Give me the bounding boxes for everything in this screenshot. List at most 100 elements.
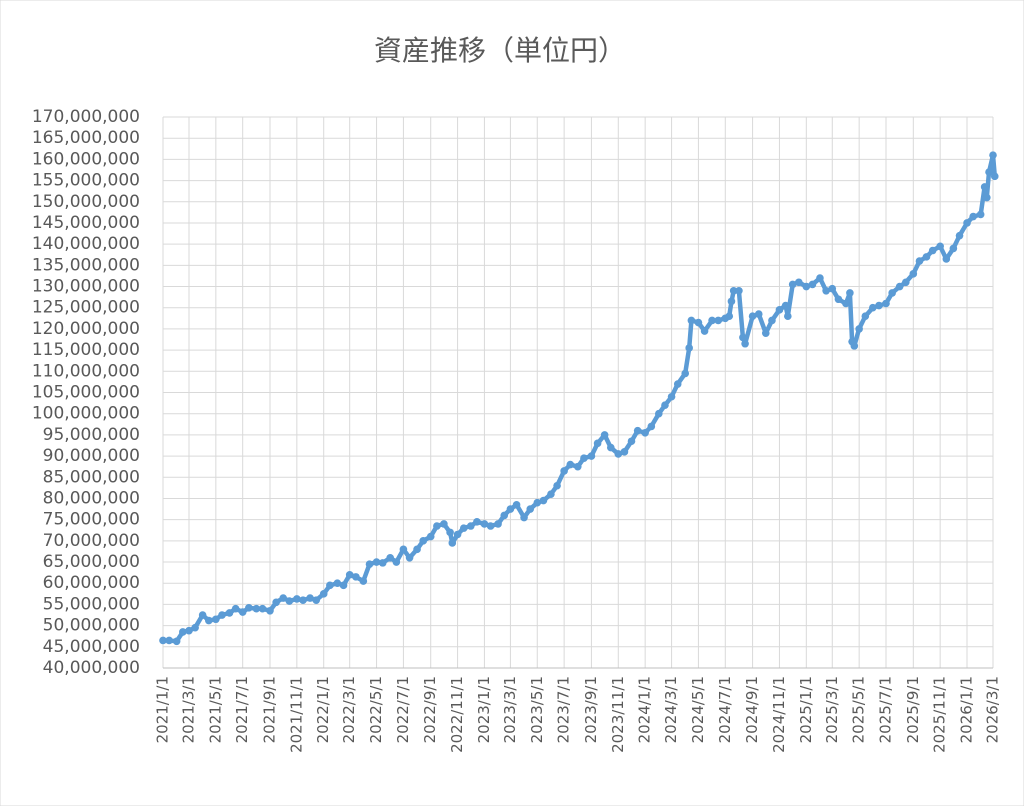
point [714,316,723,325]
x-tick-label: 2022/1/1 [314,676,332,743]
point [500,511,509,520]
point [345,570,354,579]
point [875,301,883,310]
point [560,467,568,475]
point [453,530,462,539]
point [600,431,609,439]
y-tick-label: 85,000,000 [43,467,140,487]
point [266,606,274,615]
y-tick-label: 40,000,000 [43,658,140,678]
point [238,608,247,616]
y-tick-label: 130,000,000 [32,277,140,297]
x-tick-label: 2023/1/1 [475,676,493,743]
point [172,637,181,646]
point [808,280,817,289]
point [580,454,588,462]
x-tick-label: 2025/5/1 [850,676,868,743]
point [466,522,475,530]
point [942,255,951,263]
chart-title: 資産推移（単位円） [374,34,626,67]
x-tick-label: 2025/9/1 [904,676,922,743]
x-tick-label: 2024/7/1 [716,676,734,743]
x-tick-label: 2026/3/1 [984,676,1002,743]
point [842,299,850,308]
point [506,505,515,513]
point [566,460,575,469]
point [895,282,904,291]
x-tick-label: 2024/3/1 [662,676,680,743]
point [352,573,360,581]
point [299,596,307,604]
point [735,286,743,295]
x-tick-label: 2021/7/1 [233,676,251,743]
point [607,443,615,452]
point [245,604,253,612]
point [861,312,870,321]
point [673,380,682,388]
x-tick-label: 2021/9/1 [260,676,278,743]
point [850,342,859,350]
point [378,559,387,567]
point [963,219,971,227]
point [729,286,738,295]
point [306,594,314,602]
point [225,609,234,617]
point [882,299,890,308]
point [159,636,167,645]
point [627,437,636,446]
point [985,168,993,176]
point [936,242,944,251]
y-tick-label: 165,000,000 [32,128,140,148]
point [768,316,776,325]
point [795,278,803,287]
x-tick-label: 2021/3/1 [179,676,197,743]
point [754,310,763,318]
point [700,327,709,335]
point [633,426,642,435]
x-tick-label: 2023/5/1 [528,676,546,743]
point [212,615,220,624]
point [526,505,535,513]
x-tick-label: 2023/11/1 [609,676,627,753]
point [459,524,468,532]
point [405,554,414,562]
y-tick-label: 75,000,000 [43,510,140,530]
point [547,490,555,499]
point [333,579,342,588]
y-tick-label: 45,000,000 [43,637,140,657]
point [293,595,301,603]
y-tick-label: 100,000,000 [32,404,140,424]
y-tick-label: 150,000,000 [32,192,140,212]
point [915,257,924,265]
point [533,498,542,507]
point [761,329,770,337]
point [179,628,187,636]
point [748,312,757,321]
point [399,545,408,554]
point [816,274,824,282]
point [727,297,736,306]
x-tick-label: 2024/11/1 [770,676,788,753]
point [739,333,747,342]
x-tick-label: 2022/11/1 [448,676,466,753]
point [681,369,690,378]
point [976,210,985,219]
x-tick-label: 2023/9/1 [582,676,600,743]
point [433,522,441,530]
point [990,172,999,181]
x-tick-label: 2025/7/1 [877,676,895,743]
point [359,577,368,585]
y-tick-label: 110,000,000 [32,361,140,381]
point [828,284,837,293]
point [980,183,989,191]
point [446,528,454,537]
point [969,212,977,221]
point [539,496,548,505]
x-tick-label: 2022/7/1 [394,676,412,743]
point [928,246,937,255]
point [587,452,596,460]
x-tick-label: 2022/9/1 [421,676,439,743]
y-tick-label: 155,000,000 [32,171,140,191]
point [386,554,395,562]
